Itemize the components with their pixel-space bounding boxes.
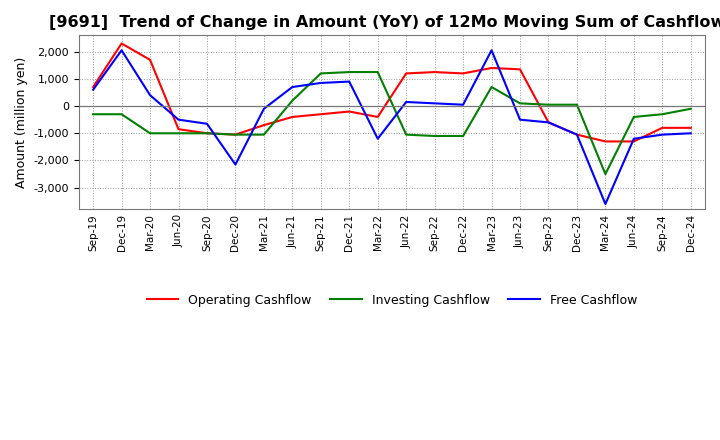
Free Cashflow [658,132,667,137]
Free Cashflow [345,79,354,84]
Title: [9691]  Trend of Change in Amount (YoY) of 12Mo Moving Sum of Cashflows: [9691] Trend of Change in Amount (YoY) o… [49,15,720,30]
Investing Cashflow [288,98,297,103]
Line: Free Cashflow: Free Cashflow [93,50,690,204]
Investing Cashflow [117,112,126,117]
Investing Cashflow [686,106,695,111]
Legend: Operating Cashflow, Investing Cashflow, Free Cashflow: Operating Cashflow, Investing Cashflow, … [142,289,642,312]
Operating Cashflow [288,114,297,120]
Line: Investing Cashflow: Investing Cashflow [93,72,690,174]
Investing Cashflow [402,132,410,137]
Operating Cashflow [117,41,126,46]
Free Cashflow [374,136,382,141]
Investing Cashflow [231,132,240,137]
Investing Cashflow [431,133,439,139]
Free Cashflow [317,81,325,86]
Free Cashflow [260,106,269,111]
Investing Cashflow [345,70,354,75]
Operating Cashflow [629,139,638,144]
Operating Cashflow [686,125,695,131]
Free Cashflow [431,101,439,106]
Operating Cashflow [174,127,183,132]
Operating Cashflow [89,84,97,90]
Investing Cashflow [658,112,667,117]
Free Cashflow [231,162,240,167]
Operating Cashflow [572,132,581,137]
Investing Cashflow [544,102,553,107]
Investing Cashflow [487,84,496,90]
Operating Cashflow [487,66,496,71]
Operating Cashflow [516,67,524,72]
Investing Cashflow [145,131,154,136]
Operating Cashflow [402,71,410,76]
Operating Cashflow [231,132,240,137]
Investing Cashflow [516,101,524,106]
Investing Cashflow [260,132,269,137]
Free Cashflow [601,202,610,207]
Free Cashflow [117,48,126,53]
Investing Cashflow [317,71,325,76]
Operating Cashflow [202,131,211,136]
Free Cashflow [686,131,695,136]
Investing Cashflow [629,114,638,120]
Free Cashflow [145,92,154,98]
Investing Cashflow [601,172,610,177]
Investing Cashflow [374,70,382,75]
Operating Cashflow [345,109,354,114]
Operating Cashflow [431,70,439,75]
Free Cashflow [572,132,581,137]
Operating Cashflow [658,125,667,131]
Investing Cashflow [459,133,467,139]
Operating Cashflow [601,139,610,144]
Free Cashflow [516,117,524,122]
Free Cashflow [459,102,467,107]
Operating Cashflow [260,122,269,128]
Investing Cashflow [174,131,183,136]
Y-axis label: Amount (million yen): Amount (million yen) [15,57,28,188]
Operating Cashflow [374,114,382,120]
Operating Cashflow [459,71,467,76]
Free Cashflow [544,120,553,125]
Line: Operating Cashflow: Operating Cashflow [93,44,690,141]
Free Cashflow [487,48,496,53]
Investing Cashflow [572,102,581,107]
Investing Cashflow [202,131,211,136]
Operating Cashflow [145,57,154,62]
Free Cashflow [89,87,97,92]
Operating Cashflow [317,112,325,117]
Free Cashflow [402,99,410,105]
Free Cashflow [629,136,638,141]
Free Cashflow [174,117,183,122]
Operating Cashflow [544,120,553,125]
Free Cashflow [288,84,297,90]
Free Cashflow [202,121,211,126]
Investing Cashflow [89,112,97,117]
